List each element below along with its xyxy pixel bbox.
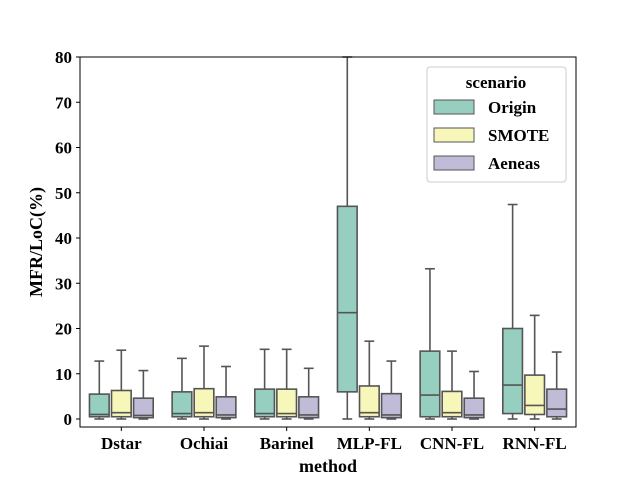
boxes-layer <box>88 56 568 420</box>
box-body <box>193 387 215 418</box>
x-tick-label: MLP-FL <box>337 434 402 453</box>
box-body <box>215 396 237 419</box>
box-origin-rnn-fl <box>501 203 524 420</box>
box-body <box>501 327 524 415</box>
box-body <box>298 396 320 419</box>
legend-title: scenario <box>466 73 526 92</box>
box-body <box>132 397 155 419</box>
box-body <box>88 393 110 418</box>
box-aeneas-dstar <box>132 369 155 420</box>
x-axis-title: method <box>299 456 357 476</box>
y-tick-label: 20 <box>55 320 72 339</box>
legend-swatch <box>433 155 475 171</box>
box-body <box>336 205 358 393</box>
y-ticks: 0 10 20 30 40 50 60 70 80 <box>55 48 80 429</box>
box-body <box>419 350 441 418</box>
legend-label: SMOTE <box>488 126 549 145</box>
box-body <box>546 388 568 418</box>
box-aeneas-cnn-fl <box>463 370 485 420</box>
legend-frame <box>426 66 567 183</box>
legend-label: Aeneas <box>488 154 540 173</box>
box-aeneas-rnn-fl <box>546 351 568 420</box>
box-smote-rnn-fl <box>524 314 546 420</box>
box-origin-mlp-fl <box>336 56 358 420</box>
box-smote-barinel <box>276 348 298 420</box>
legend-items: Origin SMOTE Aeneas <box>433 98 549 173</box>
box-aeneas-ochiai <box>215 365 237 420</box>
legend-swatch <box>433 99 475 115</box>
box-smote-cnn-fl <box>441 350 463 420</box>
box-origin-cnn-fl <box>419 267 441 420</box>
x-tick-label: RNN-FL <box>503 434 567 453</box>
box-body <box>463 397 485 419</box>
y-tick-label: 60 <box>55 139 72 158</box>
plot-frame <box>79 56 577 428</box>
y-tick-label: 30 <box>55 274 72 293</box>
box-body <box>254 388 276 418</box>
x-tick-label: CNN-FL <box>420 434 484 453</box>
box-origin-barinel <box>254 348 276 420</box>
box-body <box>380 392 402 419</box>
box-smote-mlp-fl <box>358 340 380 420</box>
box-body <box>441 390 463 418</box>
box-origin-ochiai <box>171 357 193 420</box>
box-smote-dstar <box>110 349 132 420</box>
box-aeneas-barinel <box>298 367 320 420</box>
legend-item-origin: Origin <box>433 98 537 117</box>
box-body <box>110 389 132 418</box>
legend-item-aeneas: Aeneas <box>433 154 540 173</box>
box-smote-ochiai <box>193 345 215 420</box>
x-tick-label: Ochiai <box>180 434 228 453</box>
box-origin-dstar <box>88 360 110 420</box>
box-body <box>524 374 546 416</box>
legend: scenario Origin SMOTE Aeneas <box>426 66 567 183</box>
box-aeneas-mlp-fl <box>380 360 402 420</box>
box-body <box>358 385 380 418</box>
box-body <box>276 388 298 418</box>
x-tick-label: Barinel <box>260 434 314 453</box>
y-tick-label: 80 <box>55 48 72 67</box>
y-tick-label: 50 <box>55 184 72 203</box>
y-axis-title: MFR/LoC(%) <box>26 187 47 297</box>
box-body <box>171 391 193 418</box>
legend-label: Origin <box>488 98 537 117</box>
y-tick-label: 70 <box>55 93 72 112</box>
y-tick-label: 40 <box>55 229 72 248</box>
y-tick-label: 10 <box>55 365 72 384</box>
x-ticks: Dstar Ochiai Barinel MLP-FL CNN-FL RNN-FL <box>101 427 567 453</box>
legend-swatch <box>433 127 475 143</box>
legend-item-smote: SMOTE <box>433 126 549 145</box>
y-tick-label: 0 <box>64 410 73 429</box>
x-tick-label: Dstar <box>101 434 142 453</box>
